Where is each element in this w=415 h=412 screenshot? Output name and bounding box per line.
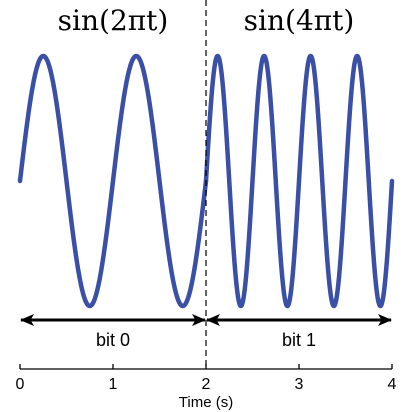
x-axis-title: Time (s) bbox=[179, 394, 233, 411]
x-axis-ticks: 0 1 2 3 4 bbox=[16, 364, 397, 393]
formula-sin-2pi-label: sin(2πt) bbox=[58, 4, 169, 37]
series-sin-4pi-line bbox=[203, 53, 395, 309]
x-tick-label: 0 bbox=[16, 376, 25, 393]
bit-0-label: bit 0 bbox=[96, 330, 130, 350]
x-tick-label: 4 bbox=[388, 376, 397, 393]
x-tick-label: 1 bbox=[109, 376, 118, 393]
x-tick-label: 2 bbox=[202, 376, 211, 393]
x-tick-label: 3 bbox=[295, 376, 304, 393]
formula-sin-4pi-label: sin(4πt) bbox=[244, 4, 355, 37]
bit-1-label: bit 1 bbox=[282, 330, 316, 350]
series-sin-2pi-line bbox=[17, 53, 209, 309]
